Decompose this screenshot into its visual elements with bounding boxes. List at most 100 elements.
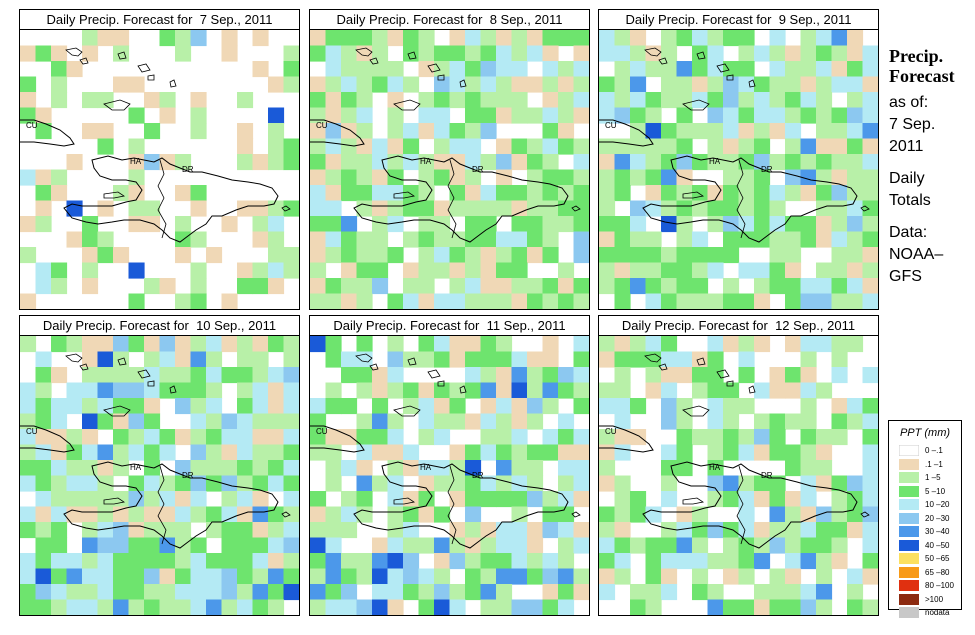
coastline <box>682 191 705 199</box>
precip-cell <box>403 293 420 309</box>
precip-cell <box>283 429 299 446</box>
precip-cell <box>252 61 269 78</box>
precip-cell <box>144 475 161 492</box>
precip-cell <box>82 553 99 570</box>
precip-cell <box>268 336 285 353</box>
precip-cell <box>754 522 771 539</box>
precip-cell <box>97 506 114 523</box>
precip-cell <box>847 107 864 124</box>
precip-cell <box>480 568 497 585</box>
precip-cell <box>387 138 404 155</box>
precip-cell <box>785 336 802 353</box>
precip-cell <box>175 336 192 353</box>
precip-cell <box>66 61 83 78</box>
precip-cell <box>847 398 864 415</box>
precip-cell <box>785 216 802 233</box>
coastline <box>169 385 177 394</box>
coastline <box>157 159 167 239</box>
precip-cell <box>190 185 207 202</box>
coastline <box>447 465 457 545</box>
precip-cell <box>573 200 589 217</box>
precip-cell <box>418 216 435 233</box>
precip-cell <box>434 138 451 155</box>
precip-cell <box>723 169 740 186</box>
precip-cell <box>35 169 52 186</box>
precip-cell <box>128 522 145 539</box>
precip-cell <box>707 599 724 615</box>
precip-cell <box>252 584 269 601</box>
coastline <box>103 191 126 199</box>
precip-cell <box>325 398 342 415</box>
precip-cell <box>175 247 192 264</box>
precip-cell <box>159 30 176 47</box>
precip-cell <box>82 278 99 295</box>
precip-cell <box>754 169 771 186</box>
precip-cell <box>511 522 528 539</box>
precip-cell <box>97 367 114 384</box>
precip-cell <box>403 138 420 155</box>
precip-cell <box>738 351 755 368</box>
precip-cell <box>310 138 327 155</box>
precip-cell <box>51 475 68 492</box>
coastline <box>407 357 417 366</box>
precip-cell <box>630 231 647 248</box>
coastline <box>117 51 127 60</box>
precip-cell <box>221 45 238 62</box>
precip-cell <box>645 584 662 601</box>
precip-cell <box>190 382 207 399</box>
precip-cell <box>159 537 176 554</box>
precip-cell <box>816 61 833 78</box>
precip-cell <box>527 138 544 155</box>
precip-cell <box>480 45 497 62</box>
precip-cell <box>661 247 678 264</box>
precip-cell <box>113 185 130 202</box>
precip-cell <box>341 123 358 140</box>
precip-cell <box>434 107 451 124</box>
precip-cell <box>676 231 693 248</box>
precip-cell <box>542 568 559 585</box>
precip-cell <box>800 231 817 248</box>
precip-cell <box>190 231 207 248</box>
precip-cell <box>341 351 358 368</box>
precip-cell <box>496 444 513 461</box>
precip-cell <box>403 278 420 295</box>
precip-cell <box>707 45 724 62</box>
precip-cell <box>661 351 678 368</box>
precip-cell <box>723 429 740 446</box>
precip-cell <box>614 444 631 461</box>
precip-grid <box>20 336 299 615</box>
precip-cell <box>325 231 342 248</box>
precip-cell <box>252 537 269 554</box>
precip-cell <box>847 262 864 279</box>
precip-cell <box>573 382 589 399</box>
precip-cell <box>252 262 269 279</box>
precip-cell <box>692 382 709 399</box>
precip-cell <box>527 231 544 248</box>
precip-cell <box>283 444 299 461</box>
precip-cell <box>738 336 755 353</box>
precip-cell <box>434 123 451 140</box>
precip-cell <box>356 568 373 585</box>
precip-cell <box>268 522 285 539</box>
precip-cell <box>738 599 755 615</box>
precip-cell <box>573 444 589 461</box>
precip-cell <box>862 475 878 492</box>
precip-cell <box>630 45 647 62</box>
precip-cell <box>82 506 99 523</box>
precip-cell <box>465 247 482 264</box>
precip-cell <box>692 30 709 47</box>
precip-cell <box>800 599 817 615</box>
precip-cell <box>630 107 647 124</box>
precip-cell <box>785 491 802 508</box>
precip-cell <box>252 154 269 171</box>
legend-swatch <box>899 553 919 564</box>
precip-cell <box>614 76 631 93</box>
precip-grid <box>599 30 878 309</box>
coastline <box>281 205 291 212</box>
precip-cell <box>496 92 513 109</box>
coastline <box>682 497 705 505</box>
precip-cell <box>527 382 544 399</box>
precip-cell <box>723 30 740 47</box>
precip-cell <box>480 398 497 415</box>
precip-cell <box>862 231 878 248</box>
